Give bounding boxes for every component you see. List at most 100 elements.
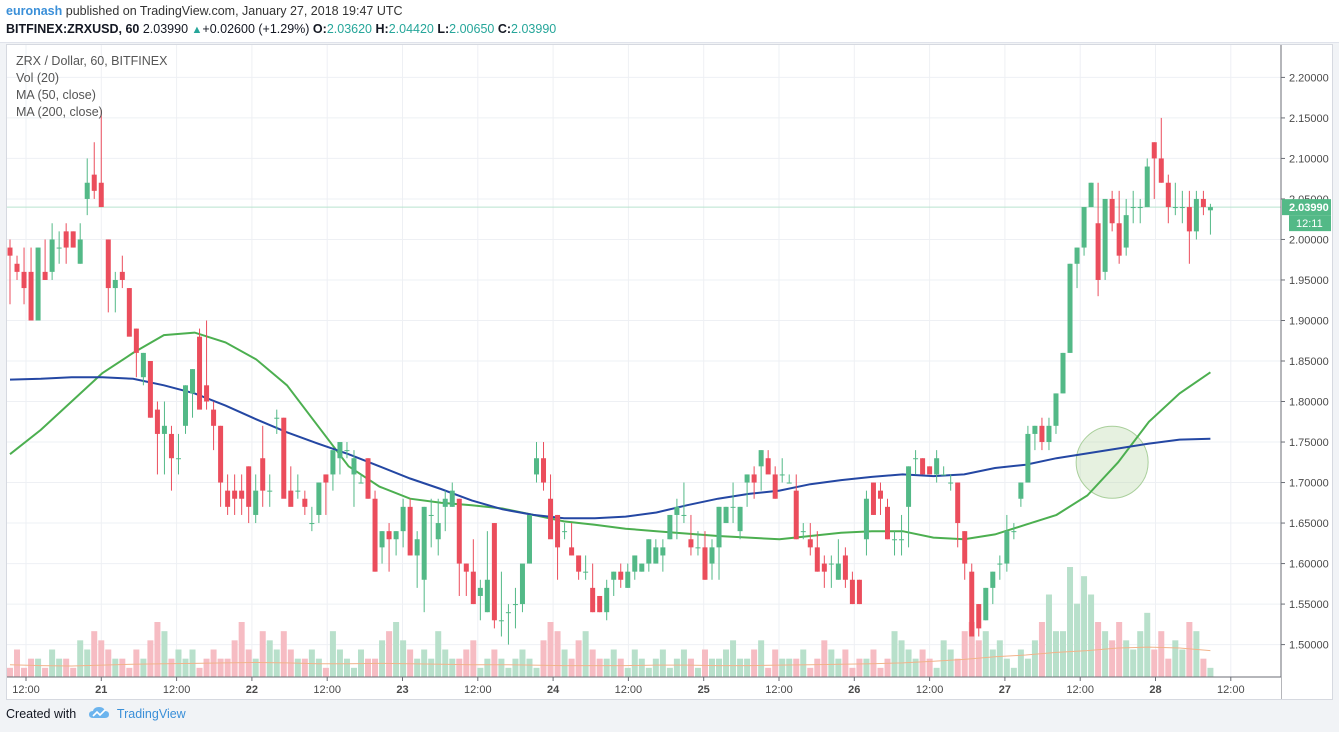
price-tick-label: 1.65000 [1289,518,1329,530]
volume-bar [863,658,870,677]
candle-body [498,620,504,622]
volume-bar [133,649,140,677]
candle-body [814,547,820,572]
candle-body [674,506,680,515]
volume-bar [449,658,456,677]
candle-body [337,442,343,459]
candle-body [927,466,933,475]
volume-bar [919,649,926,677]
volume-bar [877,667,884,677]
volume-bar [659,649,666,677]
volume-bar [203,658,210,677]
price-tick-label: 2.20000 [1289,72,1329,84]
candle-body [779,474,785,476]
volume-bar [1088,594,1095,677]
time-tick-label: 12:00 [615,684,643,696]
created-with-text: Created with [6,706,77,721]
author-link[interactable]: euronash [6,4,63,18]
volume-bar [343,658,350,677]
time-tick-label: 12:00 [464,684,492,696]
candle-body [653,547,659,564]
volume-bar [638,658,645,677]
time-tick-label: 21 [95,684,107,696]
volume-bar [456,658,463,677]
candle-body [842,555,848,580]
header-bar: euronash published on TradingView.com, J… [0,0,1339,43]
candle-body [379,531,385,548]
volume-bar [336,649,343,677]
price-tick-label: 1.75000 [1289,437,1329,449]
time-tick-label: 12:00 [916,684,944,696]
volume-bar [379,640,386,677]
candle-body [463,563,469,572]
volume-bar [1193,631,1200,677]
candle-body [681,514,687,516]
volume-bar [1060,631,1066,677]
volume-bar [266,640,273,677]
volume-bar [772,649,779,677]
volume-bar [828,649,835,677]
time-tick-label: 12:00 [12,684,40,696]
candle-body [772,474,778,499]
candle-body [175,458,181,460]
candle-body [983,587,989,621]
volume-bar [1017,649,1024,677]
candle-body [1123,215,1129,248]
volume-bar [1045,594,1052,677]
candle-body [899,539,905,541]
candle-body [1095,223,1101,280]
price-tick-label: 2.10000 [1289,153,1329,165]
volume-bar [372,658,379,677]
candle-body [990,571,996,588]
volume-bar [526,658,533,677]
price-chart[interactable]: 1.50000 1.55000 1.60000 1.65000 1.70000 1.750… [7,45,1332,699]
candle-body [414,539,420,556]
candle-body [154,409,160,434]
volume-bar [112,658,119,677]
candle-body [63,231,69,248]
candle-body [576,555,582,572]
candle-body [870,482,876,515]
price-tag-bg [1282,199,1331,216]
publish-line: euronash published on TradingView.com, J… [6,4,403,18]
volume-bar [603,658,610,677]
volume-bar [933,667,940,677]
volume-bar [484,658,491,677]
candle-body [49,239,55,272]
volume-bar [779,658,786,677]
candle-body [358,482,364,484]
volume-bar [182,658,189,677]
candle-body [1116,223,1122,256]
volume-bar [217,658,224,677]
candle-body [1186,207,1192,232]
candle-body [21,271,27,289]
candle-body [1025,433,1031,483]
legend-ma50[interactable]: MA (50, close) [16,88,96,102]
volume-bar [231,640,238,677]
volume-bar [126,667,133,677]
candle-body [309,523,315,525]
candle-body [112,279,118,289]
volume-bar [989,649,996,677]
close-value: 2.03990 [511,22,557,36]
candle-body [1137,207,1143,209]
tradingview-link[interactable]: TradingView [116,706,186,721]
legend-ma200[interactable]: MA (200, close) [16,105,103,119]
volume-bar [898,640,905,677]
volume-bar [400,640,407,677]
volume-bar [98,640,105,677]
volume-bar [1024,658,1031,677]
candle-body [98,182,104,208]
volume-bar [701,649,708,677]
candle-body [976,604,982,629]
candle-body [526,514,532,564]
chart-panel[interactable]: 1.50000 1.55000 1.60000 1.65000 1.70000 1.750… [6,44,1333,700]
volume-bar [926,658,933,677]
legend-volume[interactable]: Vol (20) [16,71,60,85]
ma200-line [9,376,1211,520]
candle-body [828,563,834,565]
time-axis: 12:00 21 12:00 22 12:00 23 12:00 24 12:00 25 12:00… [7,676,1281,699]
time-tick-label: 24 [547,684,560,696]
price-tick-label: 1.95000 [1289,275,1329,287]
candle-body [42,271,48,280]
